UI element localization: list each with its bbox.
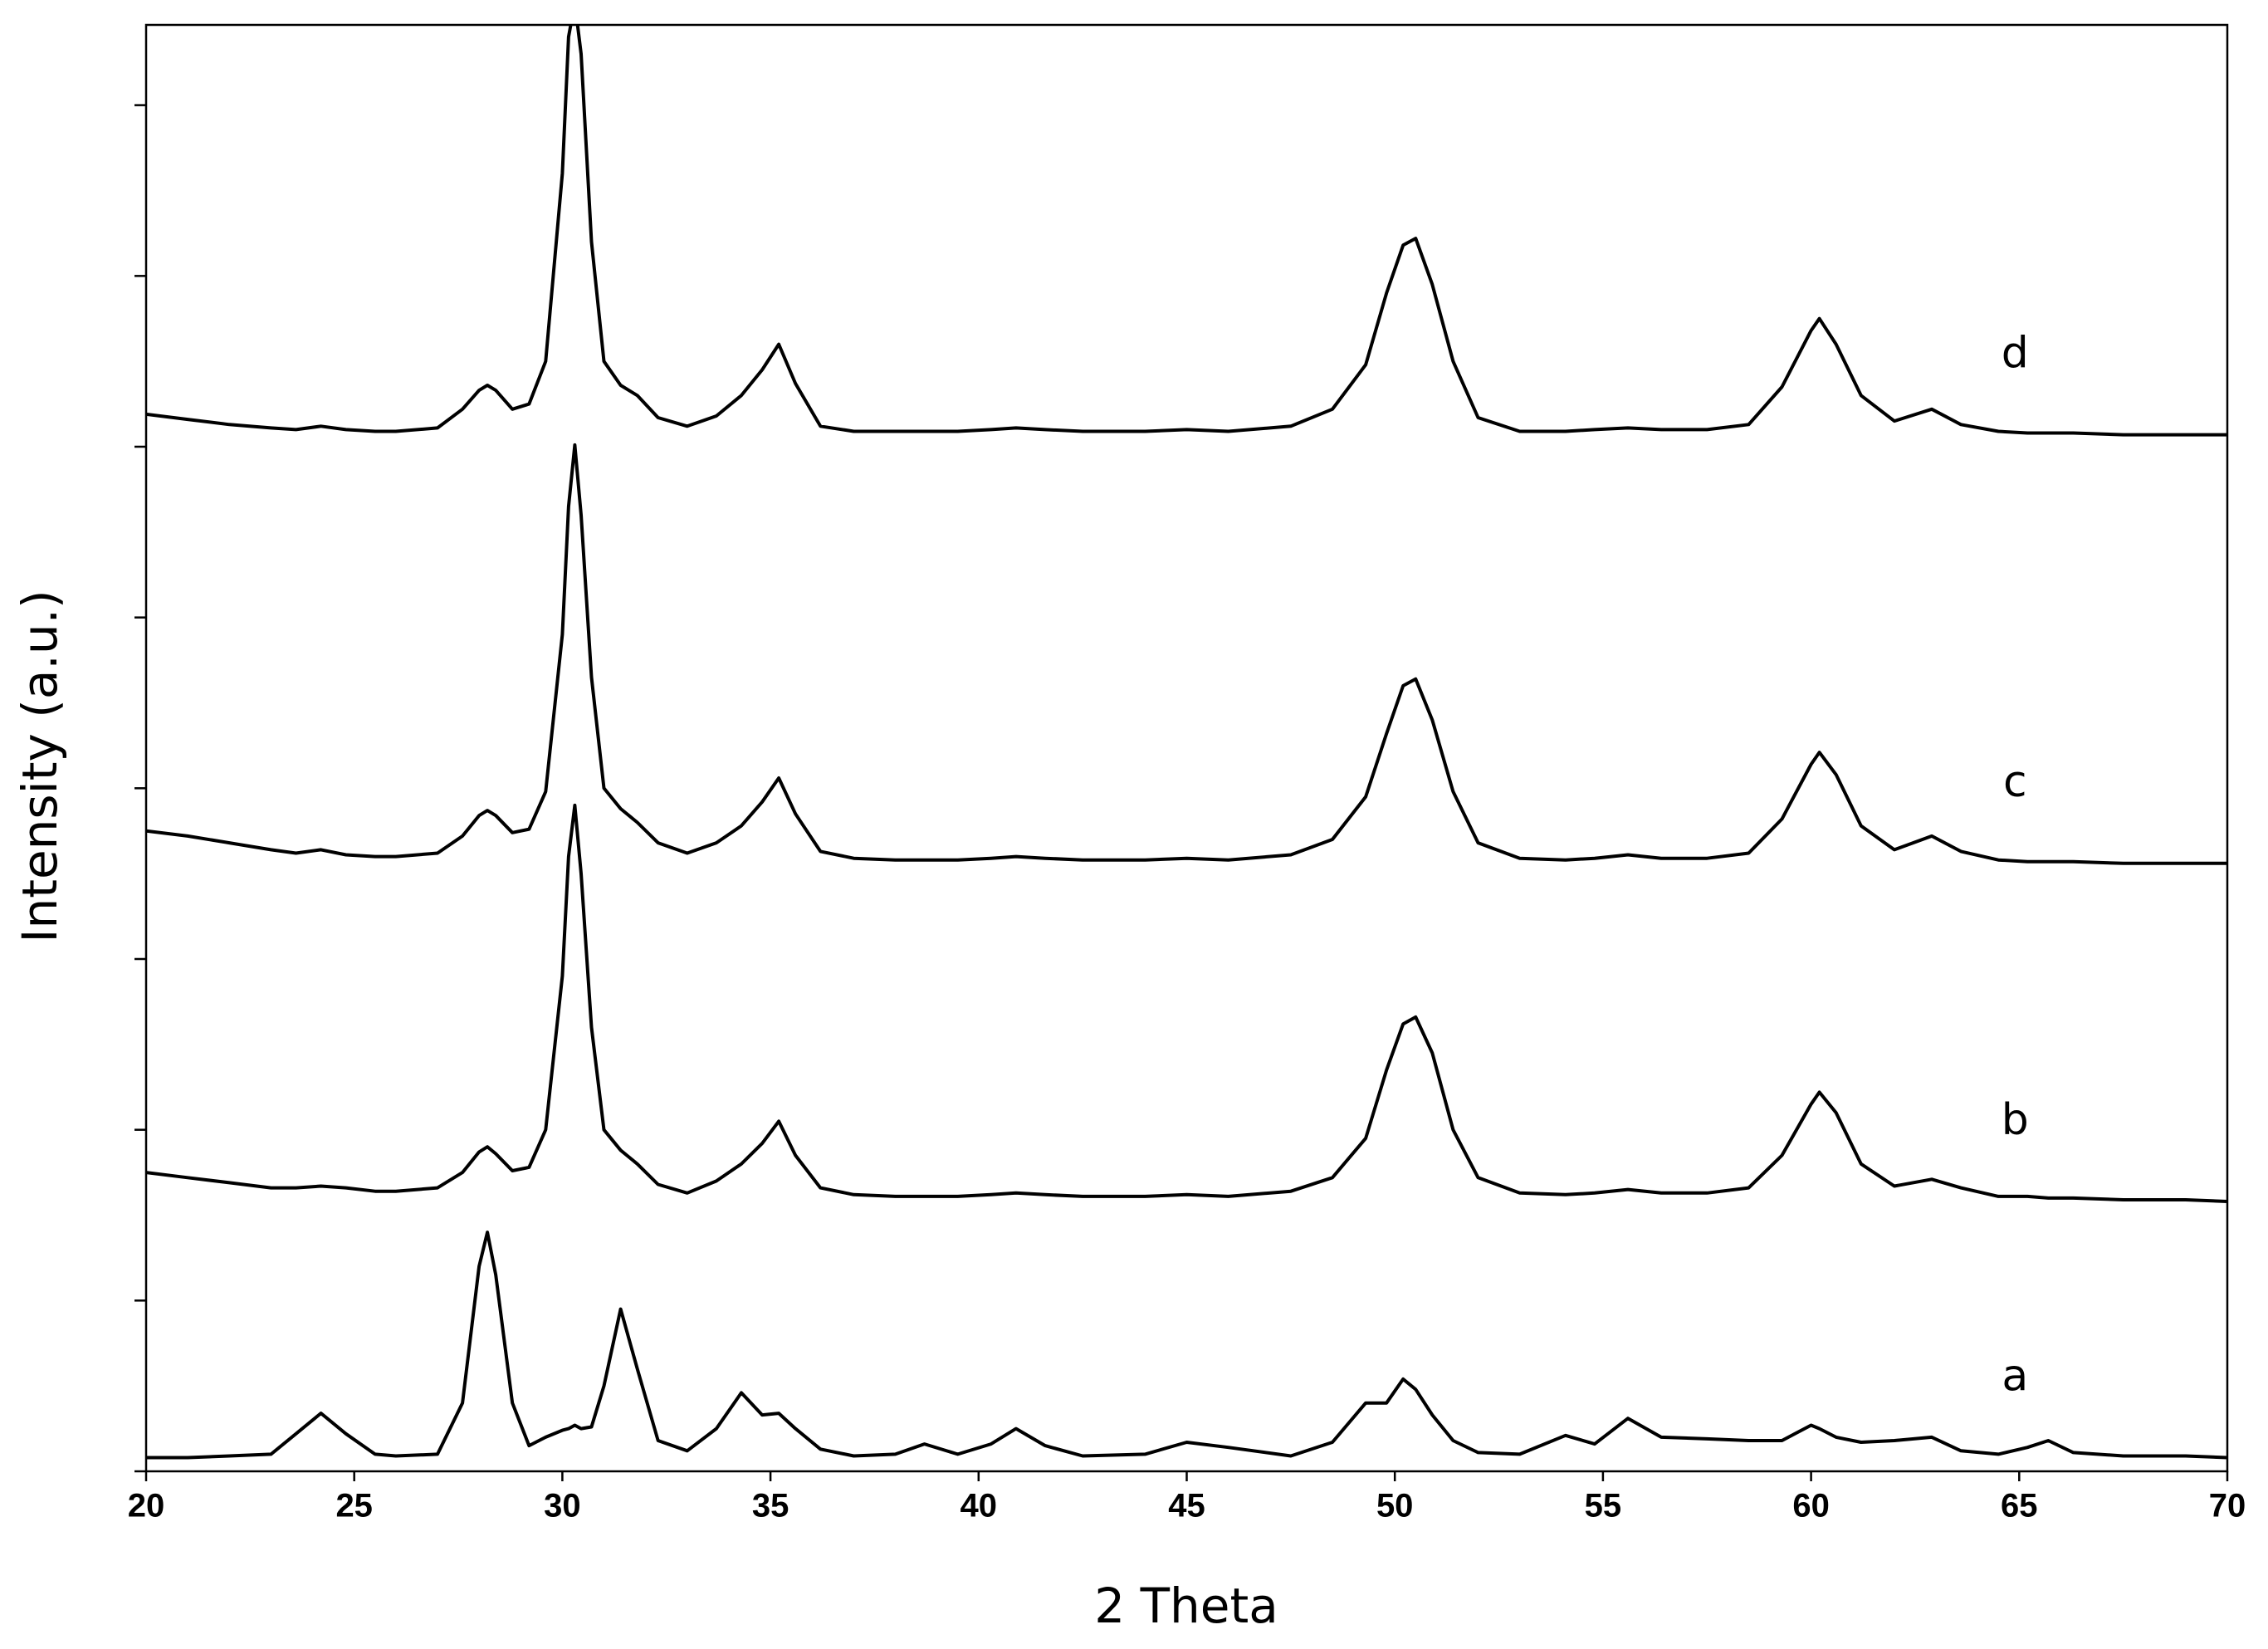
x-tick-label: 20	[128, 1488, 165, 1524]
x-tick-label: 30	[544, 1488, 581, 1524]
x-tick-label: 50	[1376, 1488, 1414, 1524]
x-tick-label: 40	[960, 1488, 998, 1524]
series-line	[146, 25, 2227, 437]
series-label: a	[2002, 1352, 2028, 1402]
plot-area	[146, 25, 2227, 1460]
series-line	[146, 443, 2227, 865]
x-axis-title: 2 Theta	[1094, 1578, 1278, 1634]
y-axis-title: Intensity (a.u.)	[12, 590, 68, 942]
series-label: b	[2002, 1095, 2029, 1145]
x-tick-label: 45	[1168, 1488, 1205, 1524]
series-line	[146, 803, 2227, 1203]
series-line	[146, 1231, 2227, 1460]
x-tick-label: 65	[2001, 1488, 2038, 1524]
x-tick-label: 70	[2209, 1488, 2246, 1524]
series-label: d	[2002, 329, 2029, 379]
x-tick-label: 55	[1585, 1488, 1622, 1524]
x-tick-label: 60	[1792, 1488, 1830, 1524]
plot-frame	[144, 23, 2229, 1473]
series-label: c	[2003, 757, 2027, 807]
x-tick-label: 25	[335, 1488, 373, 1524]
x-tick-label: 35	[752, 1488, 789, 1524]
